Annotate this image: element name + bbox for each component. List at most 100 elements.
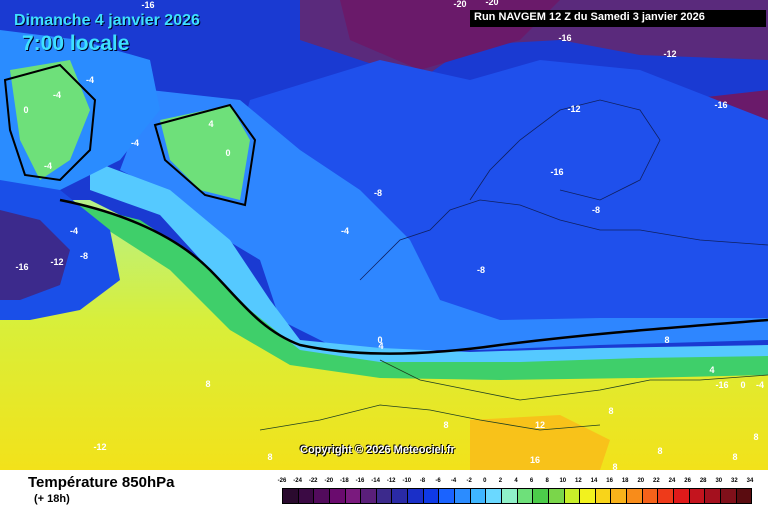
scale-tick-label: 0 bbox=[483, 478, 487, 484]
isotherm-label: 0 bbox=[225, 148, 230, 158]
forecast-time: 7:00 locale bbox=[22, 32, 130, 55]
isotherm-label: -20 bbox=[485, 0, 498, 7]
scale-tick-label: -16 bbox=[355, 478, 365, 484]
isotherm-label: 0 bbox=[740, 380, 745, 390]
scale-tick-label: -6 bbox=[435, 478, 441, 484]
scale-swatch bbox=[361, 489, 377, 503]
scale-tick-label: 24 bbox=[668, 478, 676, 484]
color-scale-bar bbox=[282, 488, 752, 504]
isotherm-labels: -16 -20 -20 -16 -12 -12 -16 -4 -4 4 0 -4 -4 -16 0 -4 -8 -… bbox=[15, 0, 764, 470]
scale-swatch bbox=[517, 489, 534, 503]
scale-tick-label: 8 bbox=[545, 478, 549, 484]
scale-tick-label: 10 bbox=[559, 478, 567, 484]
scale-tick-label: -24 bbox=[293, 478, 302, 484]
isotherm-label: 8 bbox=[205, 379, 210, 389]
isotherm-label: -16 bbox=[550, 167, 563, 177]
scale-swatch bbox=[611, 489, 628, 503]
scale-swatch bbox=[423, 489, 440, 503]
parameter-title: Température 850hPa bbox=[28, 474, 175, 491]
isotherm-label: -16 bbox=[715, 380, 728, 390]
isotherm-label: -4 bbox=[756, 380, 764, 390]
greenland-land bbox=[10, 60, 90, 180]
isotherm-label: -4 bbox=[86, 75, 94, 85]
scale-swatch bbox=[329, 489, 346, 503]
isotherm-label: -8 bbox=[477, 265, 485, 275]
scale-swatch bbox=[533, 489, 549, 503]
isotherm-label: -8 bbox=[592, 205, 600, 215]
isotherm-label: -4 bbox=[70, 226, 78, 236]
scale-swatch bbox=[627, 489, 643, 503]
scale-swatch bbox=[345, 489, 362, 503]
scale-tick-label: 6 bbox=[529, 478, 534, 484]
scale-tick-label: 12 bbox=[575, 478, 582, 484]
isotherm-label: -4 bbox=[44, 161, 52, 171]
isotherm-label: 8 bbox=[753, 432, 758, 442]
scale-swatch bbox=[376, 489, 393, 503]
scale-swatch bbox=[564, 489, 581, 503]
isotherm-label: 16 bbox=[530, 455, 540, 465]
iceland-land bbox=[160, 105, 250, 200]
scale-tick-label: -8 bbox=[419, 478, 426, 484]
temperature-map: -16 -20 -20 -16 -12 -12 -16 -4 -4 4 0 -4 -4 -16 0 -4 -8 -… bbox=[0, 0, 768, 470]
scale-swatch bbox=[674, 489, 690, 503]
scale-tick-label: -14 bbox=[371, 478, 380, 484]
scale-tick-label: 18 bbox=[621, 478, 629, 484]
coastline-europe bbox=[359, 199, 768, 281]
scale-tick-label: 22 bbox=[653, 478, 660, 484]
scale-tick-label: -22 bbox=[308, 478, 318, 484]
scale-swatch bbox=[298, 489, 315, 503]
isotherm-label: -20 bbox=[453, 0, 466, 9]
isotherm-label: -16 bbox=[714, 100, 727, 110]
isotherm-label: 8 bbox=[267, 452, 272, 462]
scale-swatch bbox=[314, 489, 330, 503]
scale-tick-label: 32 bbox=[731, 478, 738, 484]
scale-swatch bbox=[470, 489, 487, 503]
scale-tick-label: -26 bbox=[277, 478, 287, 484]
isotherm-label: 8 bbox=[608, 406, 613, 416]
scale-swatch bbox=[580, 489, 596, 503]
scale-swatch bbox=[501, 489, 518, 503]
isotherm-label: 8 bbox=[732, 452, 737, 462]
scale-tick-label: 2 bbox=[498, 478, 503, 484]
forecast-date: Dimanche 4 janvier 2026 bbox=[14, 12, 200, 29]
model-run-label: Run NAVGEM 12 Z du Samedi 3 janvier 2026 bbox=[474, 11, 705, 23]
scale-tick-label: 28 bbox=[699, 478, 707, 484]
isotherm-label: 8 bbox=[612, 462, 617, 470]
coastline-scandinavia bbox=[469, 99, 661, 201]
isotherm-label: 4 bbox=[208, 119, 213, 129]
isotherm-label: 8 bbox=[443, 420, 448, 430]
isotherm-label: -16 bbox=[558, 33, 571, 43]
isotherm-label: 4 bbox=[709, 365, 714, 375]
scale-swatch bbox=[736, 489, 752, 503]
isotherm-label: -16 bbox=[141, 0, 154, 10]
isotherm-label: -12 bbox=[567, 104, 580, 114]
scale-swatch bbox=[689, 489, 706, 503]
copyright-notice: Copyright © 2026 Meteociel.fr bbox=[300, 444, 455, 456]
scale-tick-label: -10 bbox=[402, 478, 412, 484]
mild-cold-atlantic bbox=[120, 90, 768, 350]
scale-swatch bbox=[408, 489, 424, 503]
scale-swatch bbox=[392, 489, 409, 503]
isotherm-label: 0 bbox=[23, 105, 28, 115]
forecast-lead-time: (+ 18h) bbox=[34, 493, 70, 505]
isotherm-label: -12 bbox=[50, 257, 63, 267]
isotherm-label: -12 bbox=[663, 49, 676, 59]
scale-tick-label: -20 bbox=[324, 478, 334, 484]
scale-tick-label: 16 bbox=[606, 478, 613, 484]
coastline-mediterranean bbox=[379, 359, 768, 401]
scale-swatch bbox=[720, 489, 737, 503]
scale-tick-label: 30 bbox=[715, 478, 723, 484]
scale-tick-label: 26 bbox=[684, 478, 691, 484]
isotherm-label: -8 bbox=[80, 251, 88, 261]
scale-tick-label: -2 bbox=[466, 478, 472, 484]
isotherm-label: -4 bbox=[341, 226, 349, 236]
isotherm-label: -8 bbox=[374, 188, 382, 198]
scale-swatch bbox=[455, 489, 471, 503]
scale-tick-label: 20 bbox=[637, 478, 645, 484]
zero-isotherm bbox=[59, 198, 768, 355]
warm-core-north-africa bbox=[470, 415, 610, 470]
scale-swatch bbox=[705, 489, 721, 503]
scale-swatch bbox=[486, 489, 502, 503]
isotherm-label: -16 bbox=[15, 262, 28, 272]
scale-tick-label: -18 bbox=[340, 478, 349, 484]
